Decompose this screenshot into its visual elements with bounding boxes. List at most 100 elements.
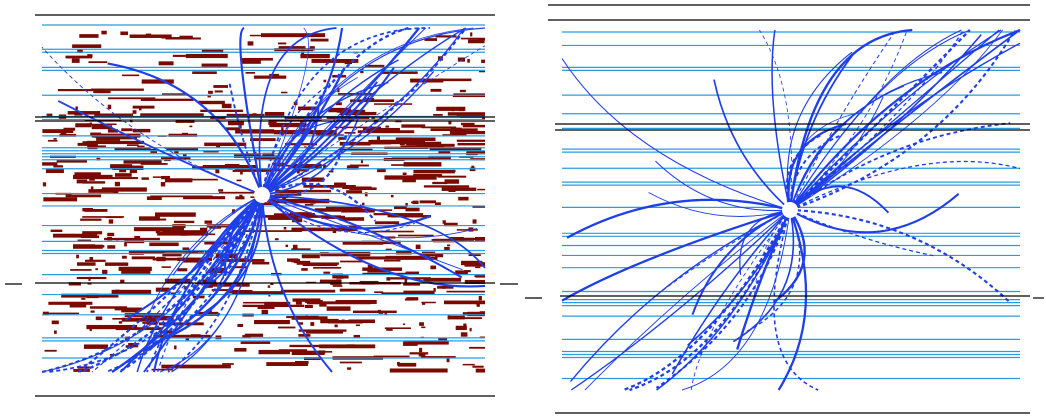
hit — [273, 213, 312, 216]
hit — [95, 268, 98, 271]
hit — [467, 311, 485, 317]
track — [566, 198, 791, 239]
hit — [65, 55, 93, 59]
hit — [319, 279, 342, 283]
track — [261, 70, 435, 196]
hit — [131, 256, 156, 260]
hit — [234, 168, 272, 172]
hit — [235, 129, 275, 134]
track — [713, 79, 791, 211]
hit — [419, 322, 424, 326]
hit — [56, 159, 88, 163]
track — [789, 29, 897, 211]
hit — [107, 104, 112, 109]
hit — [373, 355, 410, 358]
hit — [292, 218, 303, 223]
hit — [421, 326, 426, 329]
hit — [79, 34, 99, 38]
hit — [152, 176, 162, 178]
hit — [76, 262, 96, 266]
right-panel — [525, 4, 1044, 414]
hit — [132, 105, 155, 109]
hit — [344, 60, 353, 65]
hit — [481, 59, 485, 63]
track — [258, 27, 337, 196]
hit — [107, 236, 112, 241]
hit — [291, 248, 311, 251]
hit — [468, 254, 481, 257]
hit — [71, 58, 80, 63]
track — [119, 194, 263, 373]
hit — [162, 93, 187, 95]
hit — [121, 128, 133, 132]
hit — [442, 286, 447, 289]
hit — [51, 320, 59, 325]
hit — [303, 184, 356, 188]
hit — [301, 254, 320, 259]
track — [261, 194, 463, 271]
hit — [299, 128, 310, 132]
hit — [73, 369, 90, 372]
hit — [204, 220, 213, 224]
hit — [250, 138, 276, 142]
hit — [45, 169, 64, 174]
hit — [410, 201, 418, 204]
hit — [278, 349, 308, 352]
track — [789, 29, 1000, 211]
hit — [192, 166, 218, 170]
track — [107, 62, 264, 196]
track — [789, 29, 908, 211]
track — [142, 194, 263, 330]
hit — [150, 195, 213, 198]
hit — [419, 200, 437, 204]
hit — [145, 33, 152, 37]
hit — [154, 212, 196, 217]
hit — [390, 194, 394, 198]
hit — [53, 165, 63, 168]
hit — [403, 283, 420, 286]
hit — [95, 135, 132, 139]
hit — [370, 139, 419, 145]
hit — [227, 121, 244, 126]
hit — [181, 156, 191, 160]
hit — [339, 217, 365, 221]
hit — [281, 91, 288, 94]
hit — [326, 207, 363, 210]
hit — [264, 301, 291, 307]
hit — [360, 159, 364, 164]
hit — [213, 85, 229, 88]
track — [744, 209, 801, 333]
hit — [141, 79, 174, 84]
track — [584, 209, 791, 391]
hit — [455, 237, 485, 240]
hit — [142, 322, 148, 324]
hit — [342, 241, 384, 245]
hit — [463, 323, 467, 328]
hit — [232, 291, 286, 295]
hit — [446, 290, 485, 293]
hit — [94, 113, 134, 118]
track — [789, 28, 1021, 211]
hit — [386, 277, 391, 281]
hit — [121, 308, 139, 313]
hit — [362, 272, 414, 275]
hit — [306, 301, 371, 305]
hit — [140, 98, 194, 101]
hit — [174, 345, 177, 350]
hit — [153, 250, 204, 253]
hit — [432, 181, 448, 185]
hit — [219, 240, 222, 244]
hit — [172, 54, 205, 57]
hit — [208, 90, 213, 94]
hit — [298, 329, 347, 332]
track — [777, 209, 808, 391]
hit — [381, 292, 420, 296]
hit — [413, 173, 443, 177]
hit — [467, 58, 470, 63]
hit — [82, 231, 103, 235]
hit — [386, 328, 393, 331]
track — [789, 29, 964, 211]
hit — [95, 316, 103, 321]
hit — [460, 37, 485, 40]
hit — [115, 327, 162, 331]
